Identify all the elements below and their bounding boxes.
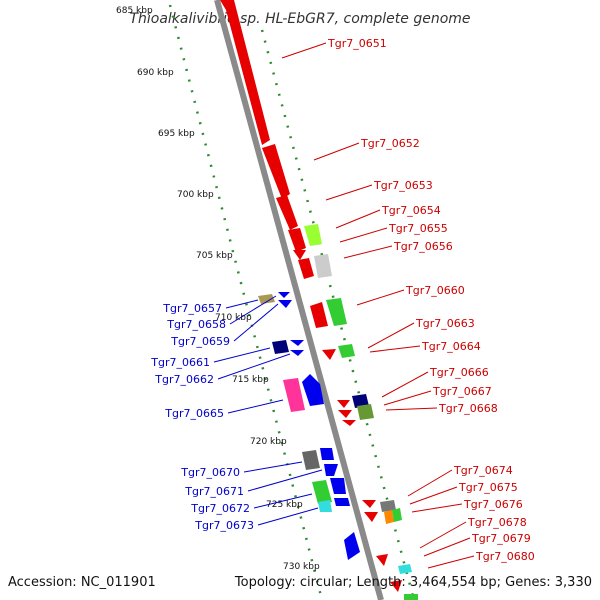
reverse-leader-lines <box>213 295 323 526</box>
gene-label-0660: Tgr7_0660 <box>405 284 465 297</box>
tick-label-705: 705 kbp <box>196 251 233 261</box>
gene-arrow-0671 <box>324 464 338 476</box>
gene-arrow-0658 <box>278 292 290 298</box>
gene-label-0655: Tgr7_0655 <box>388 222 448 235</box>
gene-arrow-0667 <box>338 410 352 418</box>
tick-labels: 685 kbp 690 kbp 695 kbp 700 kbp 705 kbp … <box>116 6 320 572</box>
gene-block-grey <box>314 254 332 278</box>
gene-arrow-0670 <box>320 448 334 460</box>
gene-block-green-4 <box>392 508 402 522</box>
tick-label-710: 710 kbp <box>215 313 252 323</box>
gene-label-0680: Tgr7_0680 <box>475 550 535 563</box>
gene-label-0658: Tgr7_0658 <box>166 318 226 331</box>
gene-block-green-1 <box>326 298 347 326</box>
gene-label-0678: Tgr7_0678 <box>467 516 527 529</box>
gene-arrow-0674 <box>362 500 376 508</box>
gene-label-0652: Tgr7_0652 <box>360 137 420 150</box>
gene-label-0666: Tgr7_0666 <box>429 366 489 379</box>
gene-block-cyan-2 <box>398 564 412 574</box>
gene-block-navy-2 <box>352 394 369 408</box>
accession-text: Accession: NC_011901 <box>8 575 156 590</box>
gene-arrow-0678 <box>376 554 388 566</box>
gene-label-0676: Tgr7_0676 <box>463 498 523 511</box>
gene-arrow-0662 <box>290 350 304 356</box>
tick-label-695: 695 kbp <box>158 129 195 139</box>
gene-arrow-0672 <box>330 478 346 494</box>
gene-block-navy-1 <box>272 340 289 354</box>
gene-label-0670: Tgr7_0670 <box>180 466 240 479</box>
reverse-gene-labels: Tgr7_0657 Tgr7_0658 Tgr7_0659 Tgr7_0661 … <box>150 302 254 532</box>
topology-text: Topology: circular; Length: 3,464,554 bp… <box>234 575 592 590</box>
gene-block-green-5 <box>404 594 418 600</box>
gene-arrow-0660 <box>310 302 328 328</box>
gene-label-0664: Tgr7_0664 <box>421 340 481 353</box>
gene-label-0657: Tgr7_0657 <box>162 302 222 315</box>
tick-label-730: 730 kbp <box>283 562 320 572</box>
gene-block-grey-2 <box>380 500 396 512</box>
gene-label-0656: Tgr7_0656 <box>393 240 453 253</box>
gene-label-0651: Tgr7_0651 <box>327 37 387 50</box>
gene-label-0653: Tgr7_0653 <box>373 179 433 192</box>
gene-label-0675: Tgr7_0675 <box>458 481 518 494</box>
gene-label-0679: Tgr7_0679 <box>471 532 531 545</box>
gene-block-pink <box>283 378 305 412</box>
tick-label-700: 700 kbp <box>177 190 214 200</box>
gene-arrow-0655 <box>293 250 306 260</box>
gene-label-0665: Tgr7_0665 <box>164 407 224 420</box>
gene-label-0671: Tgr7_0671 <box>184 485 244 498</box>
gene-block-darkgrey <box>302 450 320 470</box>
gene-block-olive <box>258 294 275 304</box>
gene-label-0674: Tgr7_0674 <box>453 464 513 477</box>
gene-label-0654: Tgr7_0654 <box>381 204 441 217</box>
tick-label-720: 720 kbp <box>250 437 287 447</box>
gene-arrow-0675 <box>364 512 378 522</box>
genome-backbone <box>214 0 384 600</box>
gene-label-0659: Tgr7_0659 <box>170 335 230 348</box>
tick-label-715: 715 kbp <box>232 375 269 385</box>
forward-gene-labels: Tgr7_0651 Tgr7_0652 Tgr7_0653 Tgr7_0654 … <box>327 37 535 563</box>
gene-arrow-0680 <box>390 580 402 592</box>
tick-label-685: 685 kbp <box>116 6 153 16</box>
gene-block-olive-green <box>357 404 374 420</box>
gene-block-green-3 <box>312 480 332 504</box>
gene-block-orange <box>384 510 394 524</box>
gene-arrow-reverse-bottom <box>344 532 360 560</box>
forward-leader-lines <box>281 42 475 569</box>
gene-label-0667: Tgr7_0667 <box>432 385 492 398</box>
gene-arrow-0661 <box>290 340 304 346</box>
gene-block-green-2 <box>338 344 355 358</box>
gene-arrow-0654 <box>288 228 306 252</box>
gene-block-cyan <box>318 500 332 512</box>
gene-arrow-0663 <box>322 349 336 360</box>
gene-label-0668: Tgr7_0668 <box>438 402 498 415</box>
gene-arrow-0651 <box>220 0 270 145</box>
gene-label-0672: Tgr7_0672 <box>190 502 250 515</box>
map-title: Thioalkalivibrio sp. HL-EbGR7, complete … <box>129 11 470 27</box>
gene-arrow-0666 <box>337 400 350 408</box>
gene-label-0663: Tgr7_0663 <box>415 317 475 330</box>
gene-arrow-0653 <box>276 195 298 230</box>
gene-arrow-0673 <box>334 498 350 506</box>
gene-block-lime <box>304 224 322 246</box>
gene-arrow-0659 <box>278 300 292 308</box>
gene-label-0673: Tgr7_0673 <box>194 519 254 532</box>
gene-label-0662: Tgr7_0662 <box>154 373 214 386</box>
gene-arrow-0665 <box>302 374 324 406</box>
gene-arrow-0652 <box>262 144 290 199</box>
tick-label-725: 725 kbp <box>266 500 303 510</box>
tick-label-690: 690 kbp <box>137 68 174 78</box>
gene-arrow-0656 <box>298 258 314 279</box>
gene-arrow-0668 <box>342 420 356 426</box>
gene-label-0661: Tgr7_0661 <box>150 356 210 369</box>
